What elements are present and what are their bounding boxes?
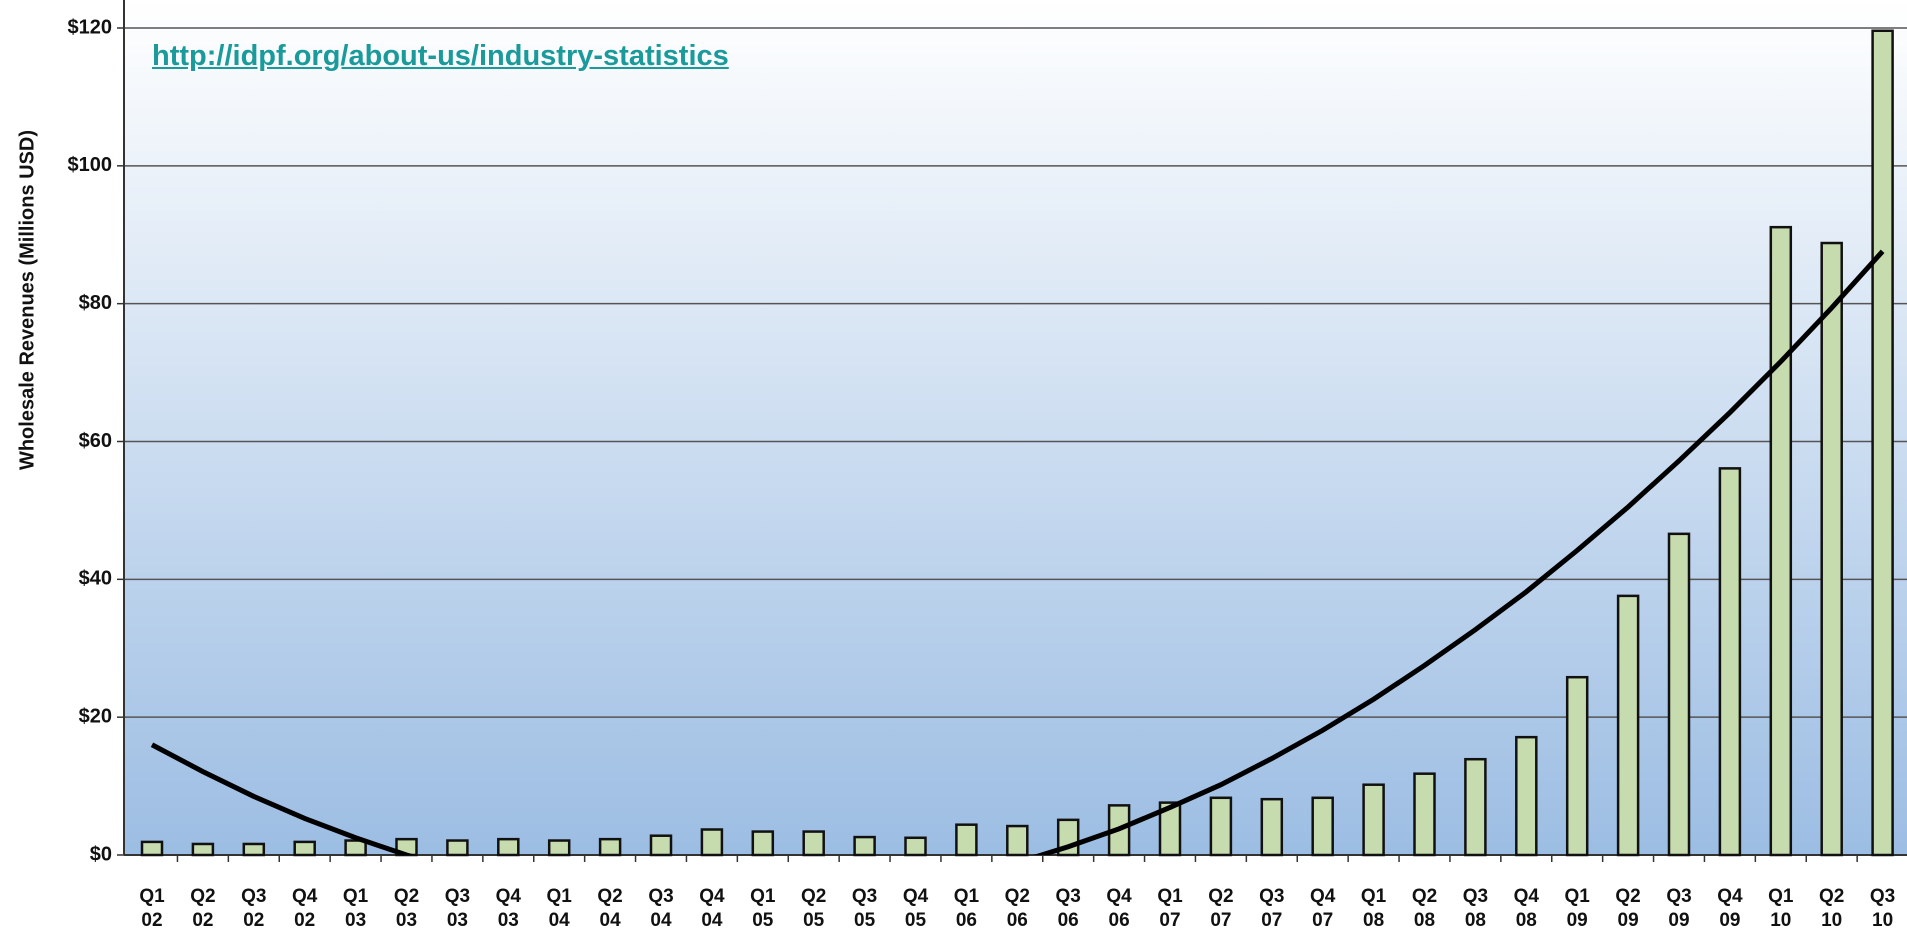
bar	[802, 830, 825, 857]
y-tick-label: $20	[79, 705, 112, 727]
bar	[446, 839, 469, 857]
y-tick-label: $80	[79, 292, 112, 314]
bar	[1515, 735, 1538, 857]
source-link[interactable]: http://idpf.org/about-us/industry-statis…	[152, 40, 729, 72]
bar	[140, 840, 164, 857]
x-tick-label: Q3 06	[1055, 886, 1081, 931]
y-tick-label: $120	[68, 16, 113, 38]
bar	[1209, 796, 1233, 857]
x-tick-label: Q2 05	[801, 886, 827, 931]
x-tick-label: Q1 04	[546, 886, 572, 931]
bar	[1769, 225, 1793, 857]
bar	[1667, 532, 1691, 857]
x-tick-label: Q2 10	[1819, 886, 1845, 931]
x-tick-label: Q1 06	[953, 886, 980, 931]
bar	[1006, 824, 1029, 857]
bar	[191, 842, 215, 857]
bar	[1565, 675, 1589, 857]
bar	[1718, 467, 1742, 857]
bar	[344, 839, 367, 857]
trend-line	[150, 249, 1885, 855]
bar	[904, 836, 927, 857]
x-tick-label: Q3 10	[1869, 886, 1896, 931]
x-tick-label: Q4 06	[1106, 886, 1132, 931]
x-tick-label: Q2 09	[1615, 886, 1641, 931]
y-tick-label: $40	[79, 568, 112, 590]
bar	[1362, 783, 1385, 857]
bar	[700, 828, 724, 857]
x-tick-label: Q4 09	[1717, 886, 1743, 931]
x-tick-label: Q3 05	[851, 886, 878, 931]
bar	[1616, 594, 1640, 857]
x-tick-label: Q3 03	[444, 886, 471, 931]
bar	[955, 823, 978, 857]
bar	[1158, 801, 1182, 857]
y-tick-label: $0	[90, 843, 112, 865]
bar	[1871, 29, 1894, 857]
x-tick-label: Q3 09	[1666, 886, 1692, 931]
x-tick-label: Q1 08	[1360, 886, 1387, 931]
x-tick-label: Q4 07	[1310, 886, 1336, 931]
x-tick-label: Q1 09	[1564, 886, 1590, 931]
bar	[1311, 796, 1334, 857]
bar	[1260, 797, 1284, 857]
bar	[497, 837, 520, 857]
x-tick-label: Q3 07	[1259, 886, 1285, 931]
x-tick-label: Q2 07	[1208, 886, 1234, 931]
y-tick-label: $100	[68, 154, 113, 176]
bar	[1820, 241, 1843, 857]
x-tick-label: Q2 06	[1004, 886, 1030, 931]
x-tick-label: Q4 05	[902, 886, 929, 931]
bar	[853, 835, 876, 857]
x-tick-label: Q1 02	[139, 886, 165, 931]
y-tick-label: $60	[79, 430, 112, 452]
x-tick-label: Q1 03	[342, 886, 369, 931]
x-tick-label: Q2 04	[597, 886, 623, 931]
bar	[1464, 757, 1487, 857]
x-tick-label: Q2 08	[1411, 886, 1438, 931]
y-axis-title: Wholesale Revenues (Millions USD)	[16, 130, 38, 470]
x-tick-label: Q3 08	[1462, 886, 1489, 931]
bar	[649, 834, 673, 857]
x-tick-label: Q2 02	[190, 886, 216, 931]
bar	[598, 837, 622, 857]
x-tick-label: Q3 02	[241, 886, 267, 931]
bar	[242, 842, 266, 857]
bar	[293, 840, 316, 857]
x-tick-label: Q1 05	[750, 886, 776, 931]
x-tick-label: Q1 07	[1157, 886, 1183, 931]
x-tick-label: Q3 04	[648, 886, 674, 931]
x-tick-label: Q1 10	[1768, 886, 1794, 931]
x-tick-label: Q4 08	[1513, 886, 1539, 931]
x-tick-label: Q4 03	[495, 886, 521, 931]
x-tick-label: Q4 04	[699, 886, 725, 931]
x-tick-label: Q4 02	[292, 886, 318, 931]
bar	[751, 830, 775, 857]
bar	[1413, 772, 1436, 857]
x-tick-label: Q2 03	[393, 886, 420, 931]
bar	[547, 839, 571, 857]
plot-background	[124, 0, 1907, 855]
